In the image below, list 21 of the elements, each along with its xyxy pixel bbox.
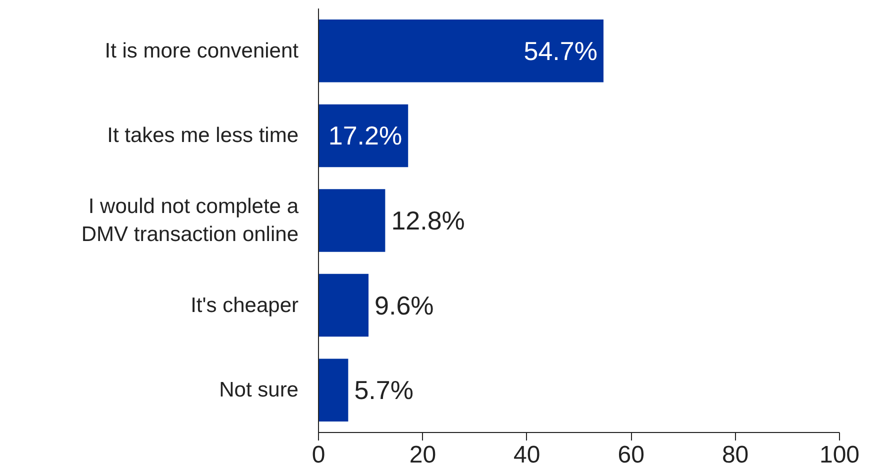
data-label: 17.2% [328, 120, 402, 151]
data-label: 9.6% [374, 290, 434, 320]
data-label: 54.7% [524, 36, 598, 66]
y-tick-label: It's cheaper [190, 294, 299, 317]
data-label: 5.7% [354, 375, 414, 406]
y-tick-label: Not sure [219, 378, 299, 402]
x-tick-label: 0 [312, 442, 326, 468]
bar [318, 274, 369, 337]
x-tick-label: 100 [819, 442, 860, 468]
y-tick-label: It is more convenient [104, 39, 299, 62]
x-tick-label: 60 [618, 442, 644, 468]
bar [318, 358, 348, 422]
data-label: 12.8% [391, 206, 465, 236]
x-tick-label: 20 [409, 442, 436, 468]
y-tick-label: I would not complete a DMV transaction online [81, 195, 299, 246]
y-tick-label: It takes me less time [107, 124, 298, 148]
bar [318, 20, 604, 82]
bar [318, 104, 408, 168]
bar [318, 189, 386, 252]
x-tick-label: 80 [722, 442, 749, 468]
x-tick-label: 40 [514, 442, 540, 468]
